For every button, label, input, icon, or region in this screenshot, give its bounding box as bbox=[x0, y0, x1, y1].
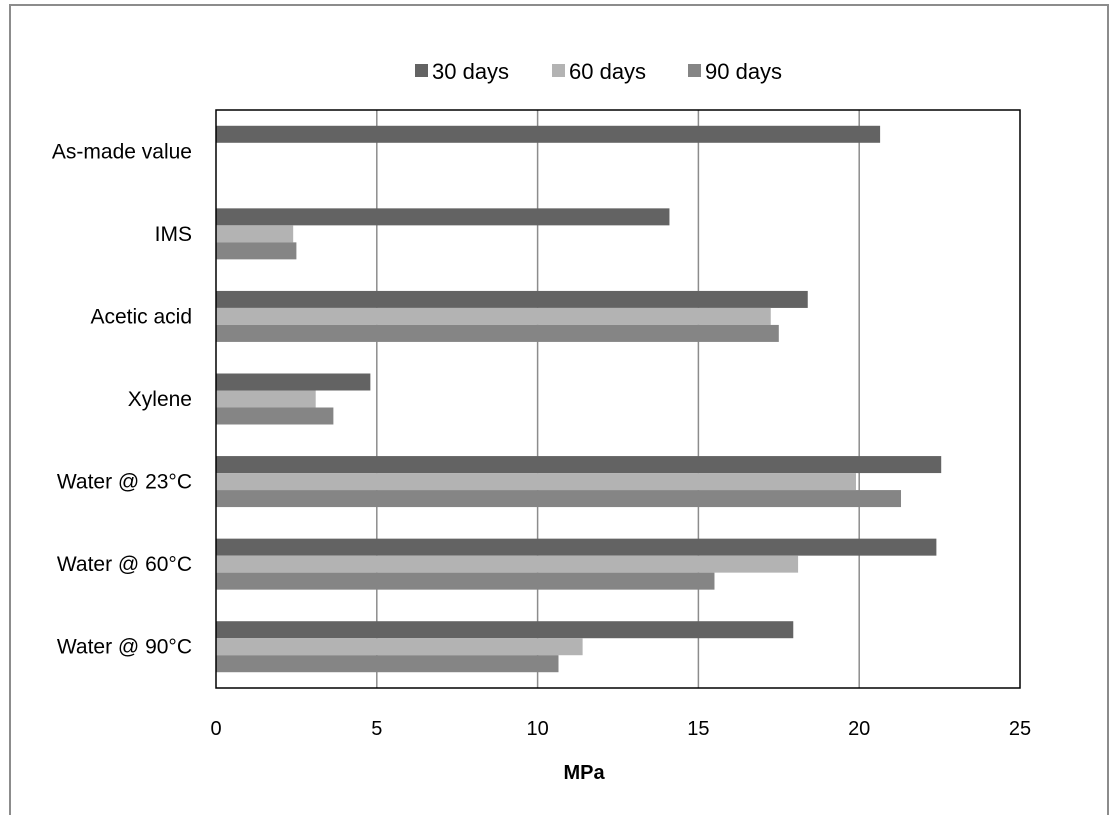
bar-60-days-acetic-acid bbox=[216, 307, 771, 325]
bar-90-days-ims bbox=[216, 242, 297, 260]
x-tick-label: 5 bbox=[371, 718, 382, 740]
bar-30-days-xylene bbox=[216, 373, 371, 391]
category-label-water-60-c: Water @ 60°C bbox=[57, 553, 192, 576]
x-tick-label: 15 bbox=[687, 718, 709, 740]
bar-30-days-water-23-c bbox=[216, 456, 942, 474]
chart-border bbox=[9, 4, 1109, 815]
category-labels: As-made value IMS Acetic acid Xylene Water @… bbox=[52, 140, 192, 658]
bar-30-days-as-made-value bbox=[216, 125, 881, 143]
legend-swatch-30-days bbox=[415, 64, 428, 77]
legend-label-30-days: 30 days bbox=[432, 59, 509, 84]
bar-60-days-ims bbox=[216, 225, 294, 243]
bar-90-days-water-23-c bbox=[216, 490, 902, 508]
gridlines bbox=[376, 110, 860, 688]
bar-30-days-water-90-c bbox=[216, 621, 794, 639]
legend-label-60-days: 60 days bbox=[569, 59, 646, 84]
x-tick-label: 20 bbox=[848, 718, 870, 740]
bar-90-days-water-60-c bbox=[216, 572, 715, 590]
legend-swatch-60-days bbox=[552, 64, 565, 77]
plot-area-border bbox=[215, 109, 1021, 689]
bar-90-days-acetic-acid bbox=[216, 324, 779, 342]
category-label-acetic-acid: Acetic acid bbox=[90, 305, 192, 328]
bar-30-days-acetic-acid bbox=[216, 290, 808, 308]
bar-90-days-water-90-c bbox=[216, 655, 559, 673]
bar-30-days-ims bbox=[216, 208, 670, 226]
x-axis-ticks: 0 5 10 15 20 25 bbox=[210, 718, 1031, 740]
x-tick-label: 0 bbox=[210, 718, 221, 740]
x-tick-label: 25 bbox=[1009, 718, 1031, 740]
bar-60-days-water-23-c bbox=[216, 473, 856, 491]
category-label-water-23-c: Water @ 23°C bbox=[57, 471, 192, 494]
x-axis-label: MPa bbox=[563, 762, 605, 784]
category-label-ims: IMS bbox=[155, 223, 192, 246]
legend: 30 days 60 days 90 days bbox=[415, 59, 782, 84]
category-label-water-90-c: Water @ 90°C bbox=[57, 636, 192, 659]
bars bbox=[216, 125, 942, 673]
legend-swatch-90-days bbox=[688, 64, 701, 77]
bar-60-days-water-90-c bbox=[216, 638, 583, 656]
bar-60-days-water-60-c bbox=[216, 555, 799, 573]
category-label-as-made-value: As-made value bbox=[52, 140, 192, 163]
bar-60-days-xylene bbox=[216, 390, 316, 408]
bar-90-days-xylene bbox=[216, 407, 334, 425]
bar-30-days-water-60-c bbox=[216, 538, 937, 556]
category-label-xylene: Xylene bbox=[128, 388, 192, 411]
legend-label-90-days: 90 days bbox=[705, 59, 782, 84]
x-tick-label: 10 bbox=[526, 718, 548, 740]
